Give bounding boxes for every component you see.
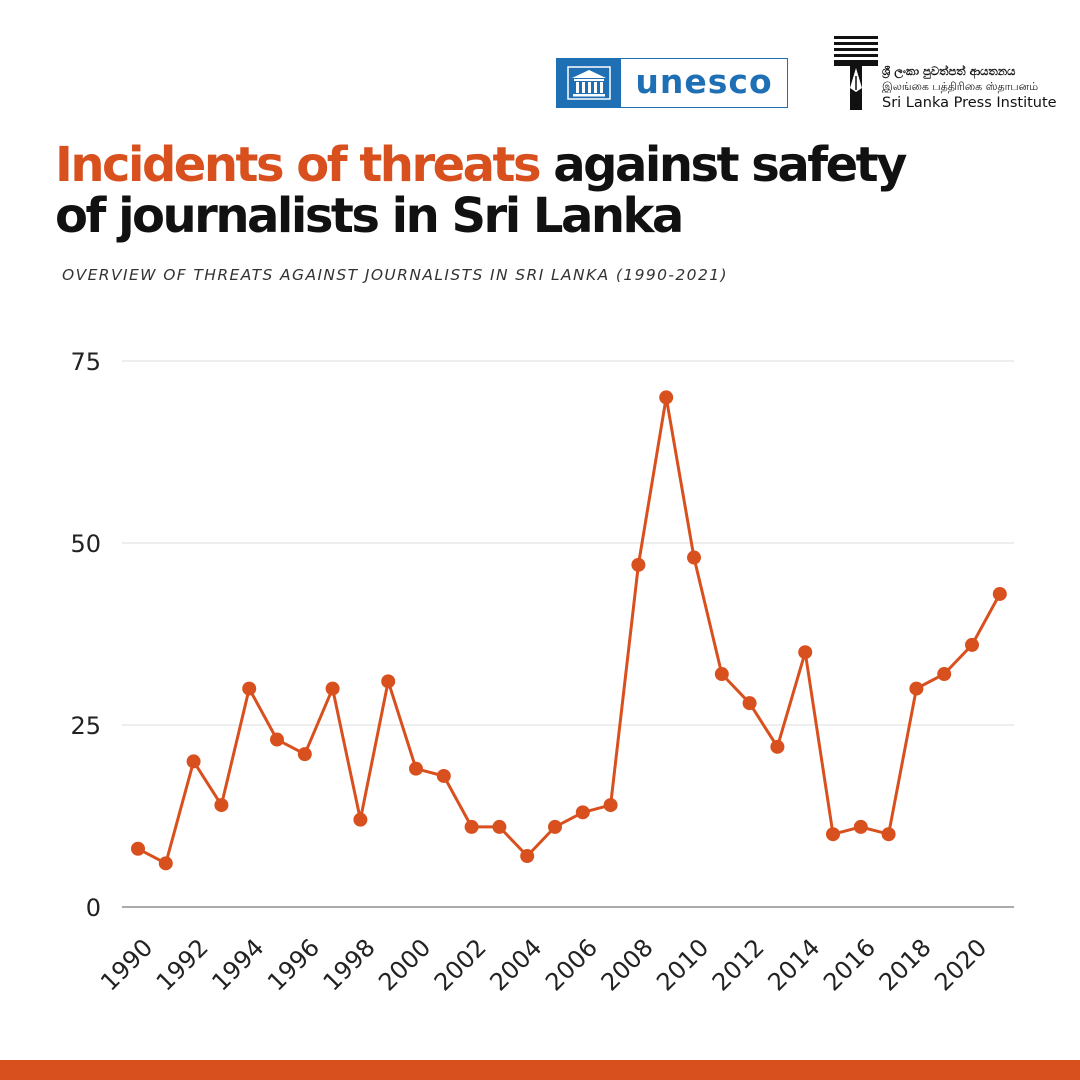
x-tick-label: 2018 (874, 933, 937, 996)
data-point (325, 681, 340, 696)
series-line (137, 395, 1002, 865)
line-chart: 0255075199019921994199619982000200220042… (70, 348, 1014, 996)
page-title: Incidents of threats against safety of j… (55, 140, 955, 242)
unesco-temple-icon (557, 59, 621, 107)
x-tick-label: 2008 (596, 933, 659, 996)
unesco-wordmark: unesco (635, 62, 773, 101)
y-tick-label: 25 (70, 712, 101, 740)
data-point (131, 841, 145, 856)
data-point (520, 849, 535, 864)
data-point (381, 674, 396, 689)
x-tick-label: 1990 (95, 933, 158, 996)
x-tick-label: 2016 (818, 933, 881, 996)
x-tick-label: 2004 (484, 933, 547, 996)
data-point (548, 819, 562, 834)
x-tick-label: 1992 (151, 933, 214, 996)
slpi-logo: ශ්‍රී ලංකා පුවත්පත් ආයතනය இலங்கை பத்திரி… (832, 36, 1062, 112)
x-tick-label: 2012 (707, 933, 770, 996)
data-point (158, 856, 173, 871)
unesco-logo: unesco (556, 58, 788, 108)
data-point (186, 754, 201, 769)
chart-subtitle: OVERVIEW OF THREATS AGAINST JOURNALISTS … (62, 266, 728, 284)
data-point (742, 696, 757, 711)
data-point (853, 819, 868, 834)
data-point (937, 667, 952, 682)
data-point (714, 667, 729, 682)
data-point (436, 768, 451, 783)
data-point (353, 812, 368, 827)
footer-bar (0, 1060, 1080, 1080)
data-point (659, 390, 674, 405)
data-point (770, 739, 785, 754)
x-tick-label: 2020 (929, 933, 992, 996)
x-tick-label: 1994 (206, 933, 269, 996)
data-point (464, 819, 479, 834)
data-point (270, 732, 284, 747)
data-point (826, 827, 840, 842)
slpi-name-english: Sri Lanka Press Institute (882, 95, 1057, 111)
data-point (631, 557, 646, 572)
data-point (687, 550, 701, 565)
slpi-name-sinhala: ශ්‍රී ලංකා පුවත්පත් ආයතනය (882, 64, 1016, 78)
data-point (409, 761, 423, 776)
data-point (242, 681, 257, 696)
data-point (798, 645, 813, 660)
y-tick-label: 50 (70, 530, 101, 558)
data-point (492, 819, 507, 834)
data-point (575, 805, 590, 820)
y-tick-label: 75 (70, 348, 101, 376)
x-tick-label: 2002 (429, 933, 492, 996)
data-point (214, 798, 229, 813)
data-point (992, 586, 1007, 601)
slpi-name-tamil: இலங்கை பத்திரிகை ஸ்தாபனம் (882, 80, 1039, 93)
x-tick-label: 1996 (262, 933, 325, 996)
data-point (881, 827, 896, 842)
x-tick-label: 2014 (762, 933, 825, 996)
title-accent: Incidents of threats (55, 137, 542, 193)
x-tick-label: 1998 (318, 933, 381, 996)
title-rest: against safety of journalists in Sri Lan… (55, 137, 907, 244)
y-tick-label: 0 (86, 894, 101, 922)
x-tick-label: 2010 (651, 933, 714, 996)
slpi-name-block: ශ්‍රී ලංකා පුවත්පත් ආයතනය இலங்கை பத்திரி… (882, 64, 1062, 112)
data-point (297, 747, 312, 762)
slpi-pen-nib-icon (834, 36, 878, 110)
x-tick-label: 2000 (373, 933, 436, 996)
data-point (909, 681, 924, 696)
data-point (965, 637, 979, 652)
x-tick-label: 2006 (540, 933, 603, 996)
data-point (603, 798, 618, 813)
